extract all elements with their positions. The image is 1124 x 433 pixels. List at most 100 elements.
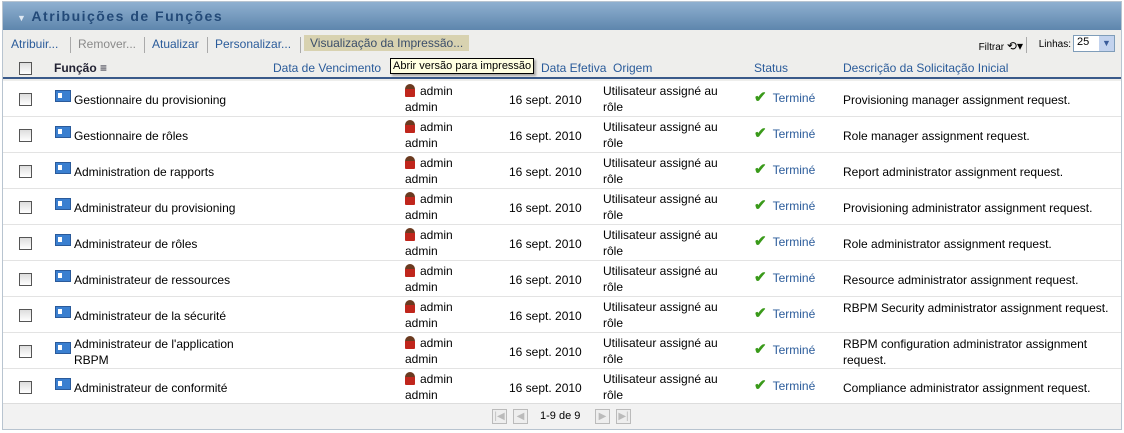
origin: Utilisateur assigné au rôle bbox=[603, 300, 718, 330]
column-header-due-date[interactable]: Data de Vencimento bbox=[273, 61, 382, 75]
table-row[interactable]: Administration de rapports admin admin 16… bbox=[3, 153, 1121, 189]
role-name[interactable]: Gestionnaire de rôles bbox=[74, 129, 189, 143]
role-icon bbox=[55, 342, 71, 354]
row-checkbox[interactable] bbox=[19, 93, 32, 106]
status: ✔ Terminé bbox=[754, 161, 816, 178]
separator bbox=[207, 37, 208, 53]
next-page-icon[interactable]: ▶ bbox=[595, 409, 610, 424]
table-row[interactable]: Gestionnaire du provisioning admin admin … bbox=[3, 81, 1121, 117]
role-name[interactable]: Administrateur de rôles bbox=[74, 237, 198, 251]
print-preview-button[interactable]: Visualização da Impressão... bbox=[304, 35, 470, 51]
checkmark-icon: ✔ bbox=[754, 161, 767, 178]
role-name[interactable]: Administrateur du provisioning bbox=[74, 201, 236, 215]
row-checkbox[interactable] bbox=[19, 273, 32, 286]
status: ✔ Terminé bbox=[754, 305, 816, 322]
row-checkbox[interactable] bbox=[19, 165, 32, 178]
filter-button[interactable]: Filtrar ⟲▾ bbox=[979, 39, 1023, 53]
select-all-checkbox[interactable] bbox=[19, 62, 32, 75]
separator bbox=[300, 37, 301, 53]
role-icon bbox=[55, 378, 71, 390]
effective-date: 16 sept. 2010 bbox=[509, 201, 582, 215]
table-row[interactable]: Administrateur de conformité admin admin … bbox=[3, 369, 1121, 405]
page-info: 1-9 de 9 bbox=[540, 410, 581, 422]
last-page-icon[interactable]: ▶| bbox=[616, 409, 631, 424]
origin: Utilisateur assigné au rôle bbox=[603, 372, 718, 402]
table-row[interactable]: Administrateur de ressources admin admin … bbox=[3, 261, 1121, 297]
user-icon bbox=[405, 372, 415, 385]
user-icon bbox=[405, 228, 415, 241]
effective-date: 16 sept. 2010 bbox=[509, 165, 582, 179]
checkmark-icon: ✔ bbox=[754, 341, 767, 358]
checkmark-icon: ✔ bbox=[754, 377, 767, 394]
filter-icon: ⟲▾ bbox=[1006, 39, 1023, 53]
status: ✔ Terminé bbox=[754, 341, 816, 358]
checkmark-icon: ✔ bbox=[754, 305, 767, 322]
previous-page-icon[interactable]: ◀ bbox=[513, 409, 528, 424]
effective-date: 16 sept. 2010 bbox=[509, 345, 582, 359]
checkmark-icon: ✔ bbox=[754, 125, 767, 142]
refresh-button[interactable]: Atualizar bbox=[152, 37, 199, 51]
description: Resource administrator assignment reques… bbox=[843, 273, 1079, 287]
role-name[interactable]: Administrateur de conformité bbox=[74, 381, 228, 395]
row-checkbox[interactable] bbox=[19, 381, 32, 394]
assigned-by: admin admin bbox=[405, 156, 453, 186]
origin: Utilisateur assigné au rôle bbox=[603, 120, 718, 150]
column-header-origin[interactable]: Origem bbox=[613, 61, 653, 75]
assign-button[interactable]: Atribuir... bbox=[11, 37, 59, 51]
origin: Utilisateur assigné au rôle bbox=[603, 228, 718, 258]
column-header-description[interactable]: Descrição da Solicitação Inicial bbox=[843, 61, 1009, 75]
table-row[interactable]: Administrateur de rôles admin admin 16 se… bbox=[3, 225, 1121, 261]
row-checkbox[interactable] bbox=[19, 129, 32, 142]
row-checkbox[interactable] bbox=[19, 237, 32, 250]
role-name[interactable]: Gestionnaire du provisioning bbox=[74, 93, 227, 107]
row-checkbox[interactable] bbox=[19, 201, 32, 214]
remove-button[interactable]: Remover... bbox=[78, 37, 137, 51]
assigned-by: admin admin bbox=[405, 300, 453, 330]
description: RBPM configuration administrator assignm… bbox=[843, 337, 1088, 367]
assigned-by: admin admin bbox=[405, 120, 453, 150]
panel-title-bar[interactable]: ▼ Atribuições de Funções bbox=[3, 2, 1121, 30]
status: ✔ Terminé bbox=[754, 125, 816, 142]
table-row[interactable]: Administrateur de la sécurité admin admin… bbox=[3, 297, 1121, 333]
table-row[interactable]: Gestionnaire de rôles admin admin 16 sept… bbox=[3, 117, 1121, 153]
role-name[interactable]: Administrateur de la sécurité bbox=[74, 309, 227, 323]
table-row[interactable]: Administrateur de l'application RBPM adm… bbox=[3, 333, 1121, 369]
status: ✔ Terminé bbox=[754, 377, 816, 394]
effective-date: 16 sept. 2010 bbox=[509, 129, 582, 143]
column-header-effective-date[interactable]: Data Efetiva bbox=[541, 61, 607, 75]
chevron-down-icon: ▼ bbox=[1099, 36, 1114, 51]
separator bbox=[1026, 37, 1027, 53]
rows-per-page-select[interactable]: 25 ▼ bbox=[1073, 35, 1115, 52]
role-icon bbox=[55, 90, 71, 102]
customize-button[interactable]: Personalizar... bbox=[215, 37, 292, 51]
role-icon bbox=[55, 162, 71, 174]
role-name[interactable]: Administrateur de ressources bbox=[74, 273, 231, 287]
user-icon bbox=[405, 300, 415, 313]
rows-value: 25 bbox=[1077, 36, 1090, 48]
effective-date: 16 sept. 2010 bbox=[509, 309, 582, 323]
role-name[interactable]: Administration de rapports bbox=[74, 165, 215, 179]
role-icon bbox=[55, 126, 71, 138]
column-header-status[interactable]: Status bbox=[754, 61, 789, 75]
table-row[interactable]: Administrateur du provisioning admin admi… bbox=[3, 189, 1121, 225]
effective-date: 16 sept. 2010 bbox=[509, 381, 582, 395]
filter-label: Filtrar bbox=[978, 42, 1005, 53]
user-icon bbox=[405, 264, 415, 277]
effective-date: 16 sept. 2010 bbox=[509, 273, 582, 287]
description: Report administrator assignment request. bbox=[843, 165, 1064, 179]
column-header-role[interactable]: Função ≡ bbox=[54, 61, 108, 75]
row-checkbox[interactable] bbox=[19, 345, 32, 358]
assigned-by: admin admin bbox=[405, 336, 453, 366]
table-body: Gestionnaire du provisioning admin admin … bbox=[3, 81, 1121, 405]
row-checkbox[interactable] bbox=[19, 309, 32, 322]
sort-icon: ≡ bbox=[100, 61, 108, 75]
assigned-by: admin admin bbox=[405, 228, 453, 258]
role-icon bbox=[55, 306, 71, 318]
checkmark-icon: ✔ bbox=[754, 89, 767, 106]
collapse-triangle-icon[interactable]: ▼ bbox=[17, 13, 28, 23]
assigned-by: admin admin bbox=[405, 84, 453, 114]
first-page-icon[interactable]: |◀ bbox=[492, 409, 507, 424]
role-name[interactable]: Administrateur de l'application RBPM bbox=[74, 337, 234, 367]
separator bbox=[70, 37, 71, 53]
